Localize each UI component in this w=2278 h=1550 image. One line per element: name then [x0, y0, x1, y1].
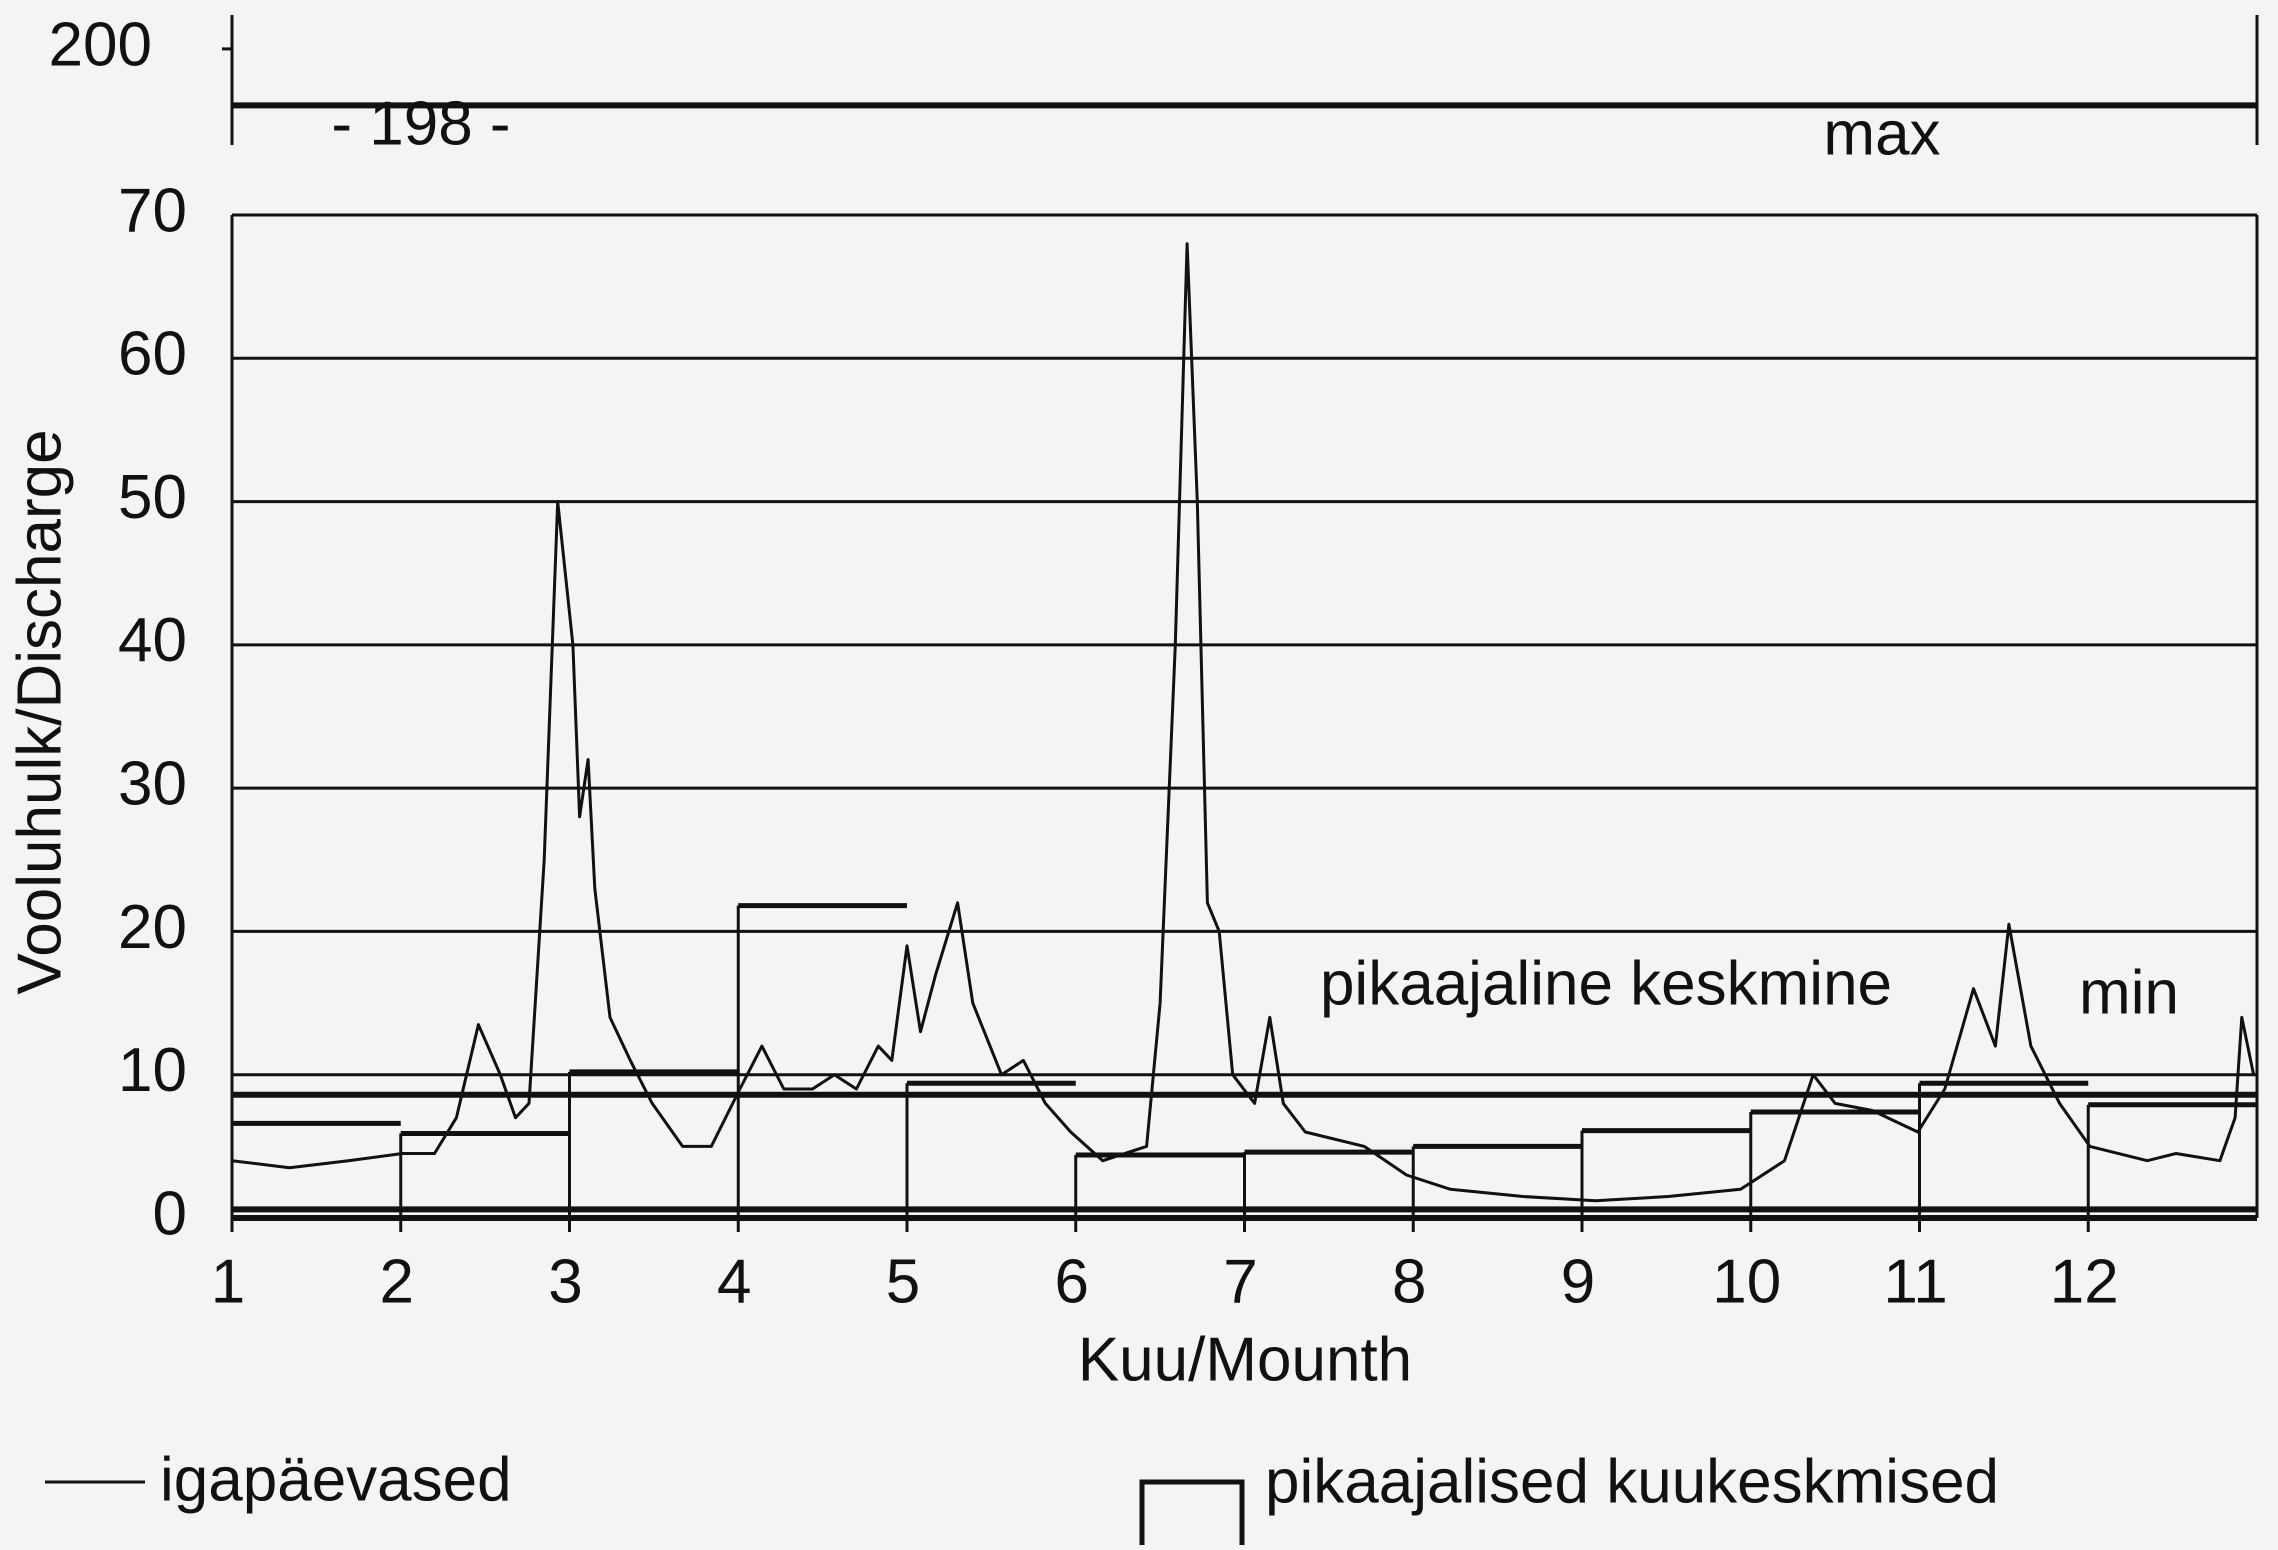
y-tick-label: 60 — [118, 320, 187, 389]
x-axis-label: Kuu/Mounth — [1078, 1325, 1412, 1394]
x-tick-label: 8 — [1392, 1247, 1426, 1316]
y-axis-label: Vooluhulk/Discharge — [5, 429, 74, 994]
legend-label: igapäevased — [160, 1445, 512, 1514]
x-tick-label: 7 — [1223, 1247, 1257, 1316]
x-tick-label: 3 — [548, 1247, 582, 1316]
min-label: min — [2079, 958, 2179, 1027]
mean-label: pikaajaline keskmine — [1320, 949, 1892, 1018]
y-tick-label: 200 — [49, 10, 152, 79]
y-tick-label: 20 — [118, 893, 187, 962]
y-tick-label: 50 — [118, 463, 187, 532]
y-tick-label: 40 — [118, 606, 187, 675]
legend-label: pikaajalised kuukeskmised — [1265, 1447, 1999, 1516]
max-label: max — [1823, 99, 1940, 168]
x-tick-label: 5 — [886, 1247, 920, 1316]
y-tick-label: 10 — [118, 1036, 187, 1105]
x-tick-label: 1 — [211, 1247, 245, 1316]
x-tick-label: 6 — [1055, 1247, 1089, 1316]
max-value-label: - 198 - — [331, 89, 510, 158]
x-tick-label: 12 — [2050, 1247, 2119, 1316]
x-tick-label: 10 — [1712, 1247, 1781, 1316]
x-tick-label: 4 — [717, 1247, 751, 1316]
legend-step-symbol — [1139, 1479, 1245, 1545]
x-tick-label: 11 — [1883, 1247, 1947, 1316]
x-tick-label: 9 — [1561, 1247, 1595, 1316]
y-tick-label: 0 — [153, 1179, 187, 1248]
y-tick-label: 30 — [118, 750, 187, 819]
y-tick-label: 70 — [118, 176, 187, 245]
x-tick-label: 2 — [380, 1247, 414, 1316]
daily-line — [231, 242, 2256, 1203]
